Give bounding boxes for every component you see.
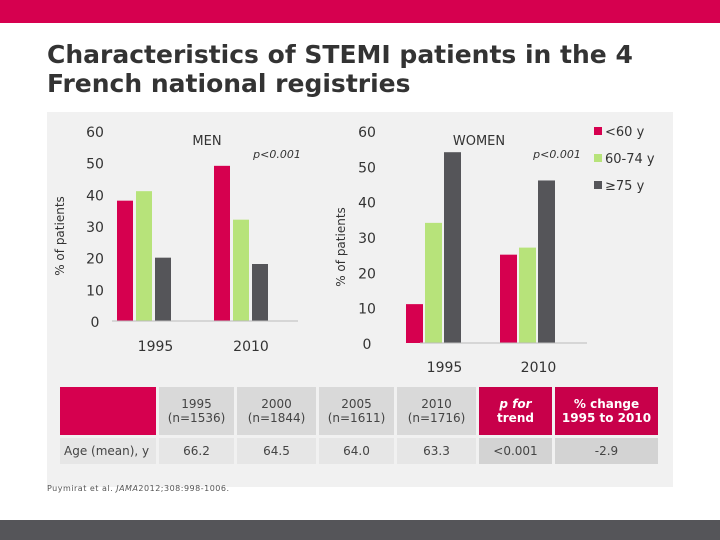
citation-ref: 2012;308:998-1006. — [138, 484, 230, 493]
table-cell-label: Age (mean), y — [60, 438, 156, 464]
legend-swatch — [594, 181, 602, 189]
table-header-corner — [60, 387, 156, 435]
table-header-2010: 2010 (n=1716) — [397, 387, 476, 435]
legend-label: 60-74 y — [605, 152, 655, 167]
legend-swatch — [594, 154, 602, 162]
men-bar-2010-60y — [214, 165, 230, 321]
men-bar-1995-75y — [155, 257, 171, 321]
women-bar-2010-60y — [500, 254, 517, 343]
table-header-p-for-trend: p for trend — [479, 387, 552, 435]
women-bar-2010-75y — [538, 180, 555, 343]
table-row: Age (mean), y 66.2 64.5 64.0 63.3 <0.001… — [60, 438, 658, 464]
table-cell-2000: 64.5 — [237, 438, 316, 464]
women-chart-title: WOMEN — [453, 134, 505, 149]
citation: Puymirat et al. JAMA2012;308:998-1006. — [47, 484, 230, 493]
legend-swatch — [594, 127, 602, 135]
women-bar-1995-75y — [444, 152, 461, 343]
men-y-tick-label: 50 — [86, 157, 104, 173]
men-y-tick-label: 60 — [86, 125, 104, 141]
slide-title: Characteristics of STEMI patients in the… — [47, 40, 633, 98]
bottom-accent-bar — [0, 520, 720, 540]
table-header-row: 1995 (n=1536) 2000 (n=1844) 2005 (n=1611) 2… — [60, 387, 658, 435]
table-cell-2005: 64.0 — [319, 438, 394, 464]
men-y-tick-label: 0 — [91, 315, 100, 331]
men-y-tick-label: 40 — [86, 188, 104, 204]
men-bar-1995-6074y — [136, 191, 152, 321]
table-header-1995: 1995 (n=1536) — [159, 387, 234, 435]
table-header-2005: 2005 (n=1611) — [319, 387, 394, 435]
table-header-2000: 2000 (n=1844) — [237, 387, 316, 435]
men-y-tick-label: 30 — [86, 220, 104, 236]
women-y-tick-label: 60 — [358, 125, 376, 141]
women-bar-1995-6074y — [425, 222, 442, 343]
men-y-tick-label: 20 — [86, 252, 104, 268]
women-y-tick-label: 20 — [358, 266, 376, 282]
men-bar-2010-75y — [252, 264, 268, 321]
citation-authors: Puymirat et al. — [47, 484, 114, 493]
legend-label: ≥75 y — [605, 179, 645, 194]
men-p-value: p<0.001 — [252, 148, 301, 161]
women-bar-1995-60y — [406, 304, 423, 343]
men-category-label: 1995 — [138, 339, 174, 355]
men-y-axis-label: % of patients — [53, 196, 67, 276]
women-category-label: 2010 — [521, 360, 557, 376]
women-p-value: p<0.001 — [532, 148, 581, 161]
table-cell-percent-change: -2.9 — [555, 438, 658, 464]
legend-label: <60 y — [605, 125, 645, 140]
table-cell-1995: 66.2 — [159, 438, 234, 464]
women-y-tick-label: 10 — [358, 302, 376, 318]
citation-journal: JAMA — [116, 484, 139, 493]
men-chart-title: MEN — [192, 134, 221, 149]
age-table: 1995 (n=1536) 2000 (n=1844) 2005 (n=1611) 2… — [57, 384, 661, 467]
women-y-tick-label: 40 — [358, 196, 376, 212]
women-y-tick-label: 30 — [358, 231, 376, 247]
men-y-tick-label: 10 — [86, 283, 104, 299]
table-cell-p-trend: <0.001 — [479, 438, 552, 464]
men-bar-1995-60y — [117, 200, 133, 321]
women-y-axis-label: % of patients — [334, 207, 348, 287]
top-accent-bar — [0, 0, 720, 23]
women-y-tick-label: 50 — [358, 160, 376, 176]
women-category-label: 1995 — [427, 360, 463, 376]
table-cell-2010: 63.3 — [397, 438, 476, 464]
women-bar-2010-6074y — [519, 247, 536, 343]
women-y-tick-label: 0 — [363, 337, 372, 353]
table-header-percent-change: % change 1995 to 2010 — [555, 387, 658, 435]
men-bar-2010-6074y — [233, 219, 249, 321]
men-category-label: 2010 — [233, 339, 269, 355]
